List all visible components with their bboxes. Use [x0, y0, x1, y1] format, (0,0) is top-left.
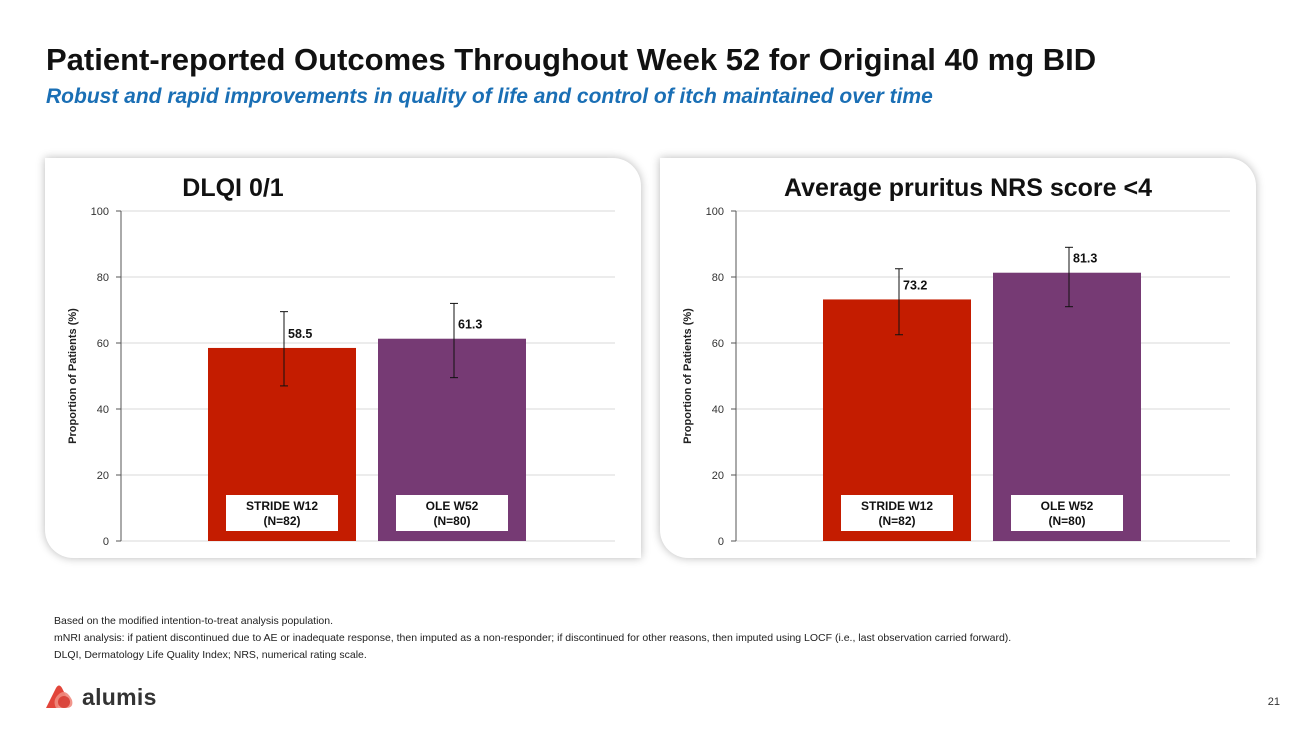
chart-title: DLQI 0/1 — [182, 174, 284, 202]
category-label: OLE W52 — [1041, 499, 1094, 513]
alumis-logo-icon — [46, 685, 73, 708]
chart-panel-pruritus: Average pruritus NRS score <4 0 20 40 60 80 1… — [660, 158, 1256, 558]
y-tick-label: 20 — [97, 470, 109, 482]
y-tick-label: 60 — [97, 338, 109, 350]
brand-name: alumis — [82, 683, 157, 710]
chart-panel-dlqi: DLQI 0/1 0 20 40 60 80 100 Proportion of Patie… — [45, 158, 641, 558]
category-n-label: (N=82) — [878, 514, 915, 528]
category-label-box — [1011, 495, 1123, 531]
category-label-box — [226, 495, 338, 531]
category-label: STRIDE W12 — [861, 499, 933, 513]
y-tick-label: 40 — [712, 404, 724, 416]
chart-title: Average pruritus NRS score <4 — [784, 174, 1152, 202]
category-label: OLE W52 — [426, 499, 479, 513]
footnote: Based on the modified intention-to-treat… — [54, 615, 334, 627]
y-tick-label: 100 — [706, 206, 724, 218]
brand-logo: alumis — [42, 680, 157, 714]
category-n-label: (N=82) — [263, 514, 300, 528]
y-tick-label: 20 — [712, 470, 724, 482]
y-axis-label: Proportion of Patients (%) — [682, 308, 694, 444]
y-tick-label: 0 — [103, 536, 109, 548]
footnote: mNRI analysis: if patient discontinued d… — [54, 632, 1012, 644]
page-number: 21 — [1267, 696, 1280, 708]
y-axis-label: Proportion of Patients (%) — [67, 308, 79, 444]
y-tick-label: 80 — [712, 272, 724, 284]
category-label: STRIDE W12 — [246, 499, 318, 513]
chart-pruritus: 0 20 40 60 80 100 Proportion of Patients (%) 73… — [682, 206, 1230, 548]
page-title: Patient-reported Outcomes Throughout Wee… — [46, 42, 1097, 77]
data-label: 81.3 — [1073, 252, 1097, 266]
data-label: 58.5 — [288, 327, 312, 341]
y-tick-label: 60 — [712, 338, 724, 350]
category-label-box — [396, 495, 508, 531]
category-label-box — [841, 495, 953, 531]
data-label: 61.3 — [458, 318, 482, 332]
category-n-label: (N=80) — [433, 514, 470, 528]
data-label: 73.2 — [903, 278, 927, 292]
chart-dlqi: 0 20 40 60 80 100 Proportion of Patients (%) 58… — [67, 206, 615, 548]
footnotes: Based on the modified intention-to-treat… — [54, 613, 1011, 664]
footnote: DLQI, Dermatology Life Quality Index; NR… — [54, 649, 367, 661]
category-n-label: (N=80) — [1048, 514, 1085, 528]
y-tick-label: 40 — [97, 404, 109, 416]
page-subtitle: Robust and rapid improvements in quality… — [46, 85, 933, 108]
y-tick-label: 100 — [91, 206, 109, 218]
y-tick-label: 0 — [718, 536, 724, 548]
y-tick-label: 80 — [97, 272, 109, 284]
